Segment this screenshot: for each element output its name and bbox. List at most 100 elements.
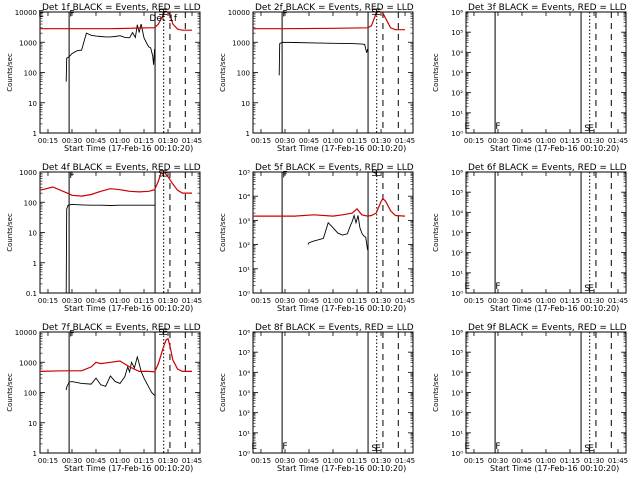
detector-panel-7: Det 7f BLACK = Events, RED = LLD 00:15 00:…	[6, 323, 202, 473]
x-tick-label: 00:30	[275, 297, 295, 305]
y-tick-label: 10¹	[238, 430, 250, 438]
y-tick-label: 10⁵	[451, 29, 463, 37]
flag-e: E	[464, 282, 470, 292]
x-tick-label: 00:15	[464, 297, 484, 305]
flag-f: F	[282, 170, 287, 180]
x-tick-label: 00:45	[86, 137, 106, 145]
x-axis-label: Start Time (17-Feb-16 00:10:20)	[277, 144, 406, 153]
flag-f: F	[282, 442, 287, 452]
x-tick-label: 01:15	[347, 137, 367, 145]
x-axis-label: Start Time (17-Feb-16 00:10:20)	[64, 304, 193, 313]
x-tick-label: 00:15	[251, 137, 271, 145]
flag-s: S	[584, 444, 590, 454]
panel-title: Det 9f BLACK = Events, RED = LLD	[468, 323, 627, 333]
x-tick-label: 00:15	[464, 137, 484, 145]
x-axis-label: Start Time (17-Feb-16 00:10:20)	[490, 144, 619, 153]
y-axis-label: Counts/sec	[6, 373, 14, 412]
y-tick-label: 10²	[238, 410, 250, 418]
x-tick-label: 00:45	[299, 137, 319, 145]
flag-f: F	[69, 171, 74, 181]
y-tick-label: 10⁶	[451, 169, 463, 177]
y-tick-label: 10⁰	[451, 290, 463, 298]
x-tick-label: 01:45	[395, 137, 415, 145]
x-tick-label: 01:00	[110, 457, 130, 465]
y-tick-label: 10⁴	[238, 369, 250, 377]
series-group	[40, 12, 192, 82]
x-tick-label: 00:30	[488, 457, 508, 465]
plot-frame	[465, 11, 627, 134]
flag-f: F	[495, 282, 500, 292]
y-tick-label: 1000	[19, 169, 37, 177]
y-tick-label: 10	[28, 230, 37, 238]
plot-frame	[465, 171, 627, 294]
y-tick-label: 10	[28, 100, 37, 108]
x-tick-label: 01:45	[608, 137, 628, 145]
flag-s: S	[158, 8, 164, 18]
x-tick-label: 01:00	[110, 297, 130, 305]
y-tick-label: 10¹	[451, 430, 463, 438]
flag-e: E	[38, 9, 44, 19]
flag-e: E	[162, 328, 168, 338]
y-tick-label: 100	[24, 70, 37, 78]
y-tick-label: 1000	[19, 39, 37, 47]
panel-title: Det 1f BLACK = Events, RED = LLD	[42, 3, 201, 13]
x-tick-label: 01:00	[323, 457, 343, 465]
detector-panel-1: Det 1f BLACK = Events, RED = LLD 00:15 00:…	[6, 3, 202, 153]
x-tick-label: 01:30	[371, 297, 391, 305]
y-tick-label: 10²	[451, 410, 463, 418]
plot-frame	[39, 11, 201, 134]
x-tick-label: 00:45	[86, 297, 106, 305]
flag-f: F	[69, 329, 74, 339]
flag-e: E	[375, 8, 381, 18]
y-axis-label: Counts/sec	[219, 53, 227, 92]
panel-title: Det 2f BLACK = Events, RED = LLD	[255, 3, 414, 13]
y-tick-label: 10000	[15, 329, 37, 337]
y-tick-label: 1	[246, 130, 250, 138]
detector-panel-6: Det 6f BLACK = Events, RED = LLD 00:15 00:…	[432, 163, 628, 313]
flag-e: E	[162, 8, 168, 18]
detector-panel-8: Det 8f BLACK = Events, RED = LLD 00:15 00:…	[219, 323, 415, 473]
y-tick-label: 100	[24, 199, 37, 207]
y-axis-label: Counts/sec	[432, 213, 440, 252]
x-tick-label: 00:15	[38, 297, 58, 305]
y-tick-label: 10	[28, 420, 37, 428]
x-tick-label: 01:45	[608, 457, 628, 465]
y-axis-label: Counts/sec	[219, 373, 227, 412]
x-axis-label: Start Time (17-Feb-16 00:10:20)	[277, 464, 406, 473]
series-events	[65, 23, 156, 82]
flag-e: E	[375, 169, 381, 179]
panel-title: Det 3f BLACK = Events, RED = LLD	[468, 3, 627, 13]
y-tick-label: 10⁶	[238, 329, 250, 337]
y-tick-label: 1000	[19, 359, 37, 367]
flag-e: E	[464, 122, 470, 132]
x-tick-label: 01:45	[395, 297, 415, 305]
x-tick-label: 00:45	[299, 457, 319, 465]
flag-s: S	[584, 124, 590, 134]
y-axis-label: Counts/sec	[6, 53, 14, 92]
flag-e: E	[375, 444, 381, 454]
series-group	[40, 172, 192, 293]
x-tick-label: 01:00	[536, 297, 556, 305]
inplot-label: Det 1f	[149, 14, 178, 24]
series-events	[278, 41, 369, 76]
y-tick-label: 10³	[451, 70, 463, 78]
y-tick-label: 10⁵	[238, 349, 250, 357]
x-tick-label: 01:30	[371, 457, 391, 465]
x-tick-label: 00:30	[62, 137, 82, 145]
y-tick-label: 10⁴	[451, 49, 463, 57]
x-tick-label: 01:00	[323, 137, 343, 145]
detector-panel-2: Det 2f BLACK = Events, RED = LLD 00:15 00:…	[219, 3, 415, 153]
x-tick-label: 00:45	[512, 297, 532, 305]
flag-s: S	[158, 169, 164, 179]
x-tick-label: 01:30	[584, 137, 604, 145]
series-group	[253, 12, 405, 76]
x-tick-label: 00:45	[299, 297, 319, 305]
y-tick-label: 10⁴	[238, 193, 250, 201]
detector-panel-3: Det 3f BLACK = Events, RED = LLD 00:15 00:…	[432, 3, 628, 153]
y-tick-label: 10³	[238, 390, 250, 398]
series-lld	[40, 337, 192, 373]
plot-frame	[252, 11, 414, 134]
flag-f: F	[495, 122, 500, 132]
x-tick-label: 00:45	[512, 457, 532, 465]
x-tick-label: 00:30	[488, 297, 508, 305]
